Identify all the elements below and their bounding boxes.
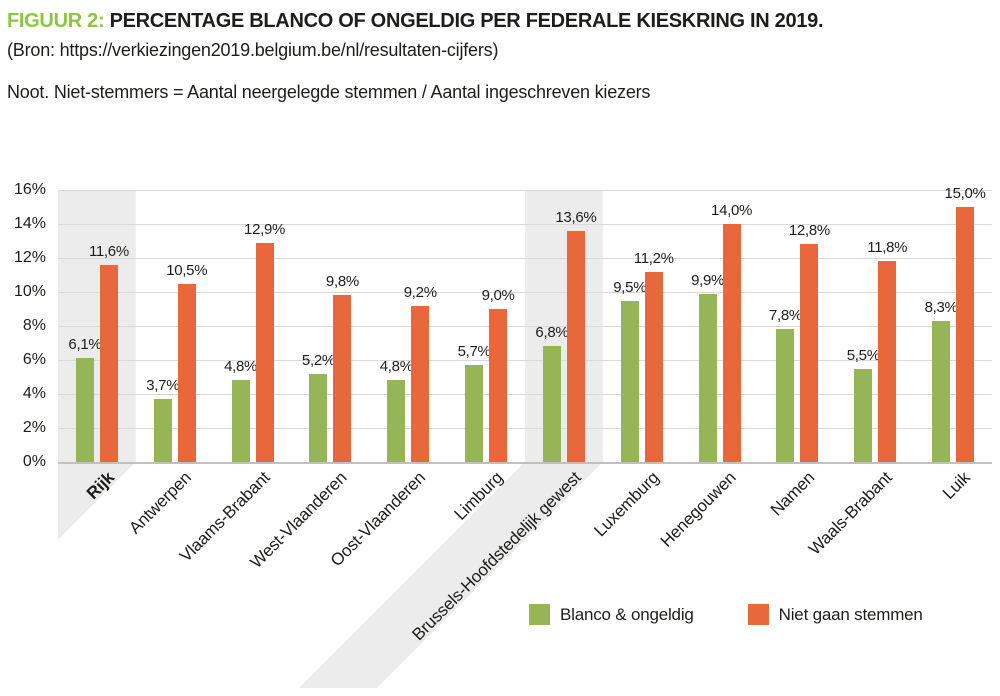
- bar-orange-2: [255, 242, 274, 462]
- bar-green-6: [542, 346, 561, 462]
- legend: Blanco & ongeldig Niet gaan stemmen: [529, 604, 923, 625]
- bar-orange-9: [800, 244, 819, 462]
- bar-orange-6: [566, 230, 585, 462]
- bar-green-10: [854, 368, 873, 462]
- bar-orange-7: [644, 271, 663, 462]
- bar-value-label: 11,8%: [867, 239, 908, 257]
- bar-orange-1: [177, 283, 196, 462]
- legend-item-niet-gaan-stemmen: Niet gaan stemmen: [747, 604, 923, 625]
- bar-green-0: [75, 358, 94, 462]
- x-category-label-11: Luik: [938, 468, 974, 503]
- x-category-label-7: Luxemburg: [589, 468, 663, 541]
- y-tick-label: 10%: [13, 283, 46, 300]
- y-tick-label: 0%: [22, 453, 46, 470]
- x-category-label-9: Namen: [766, 468, 818, 520]
- bar-value-label: 12,8%: [788, 222, 830, 240]
- figure-source: (Bron: https://verkiezingen2019.belgium.…: [7, 40, 499, 60]
- bar-value-label: 4,8%: [224, 358, 258, 376]
- bar-value-label: 6,8%: [535, 324, 569, 342]
- gridline: [58, 428, 992, 429]
- y-tick-label: 8%: [22, 317, 46, 334]
- gridline: [58, 190, 992, 191]
- bar-green-3: [309, 373, 328, 462]
- bar-value-label: 10,5%: [166, 261, 208, 279]
- bar-orange-3: [333, 295, 352, 462]
- bar-green-8: [698, 293, 717, 462]
- legend-label-niet-gaan-stemmen: Niet gaan stemmen: [778, 604, 923, 624]
- y-tick-label: 2%: [22, 419, 46, 436]
- figure-title-line: FIGUUR 2: PERCENTAGE BLANCO OF ONGELDIG …: [7, 10, 824, 33]
- bar-value-label: 11,6%: [88, 242, 129, 260]
- gridline: [58, 224, 992, 225]
- gridline: [58, 326, 992, 327]
- bar-value-label: 5,5%: [846, 346, 880, 364]
- gridline: [58, 360, 992, 361]
- legend-swatch-green: [529, 604, 550, 625]
- bar-value-label: 5,2%: [301, 351, 335, 369]
- x-category-label-8: Henegouwen: [657, 468, 741, 551]
- bar-value-label: 9,9%: [691, 271, 725, 289]
- figure-title: PERCENTAGE BLANCO OF ONGELDIG PER FEDERA…: [104, 10, 824, 32]
- y-tick-label: 16%: [13, 181, 46, 198]
- y-tick-label: 4%: [22, 385, 46, 402]
- x-axis-line: [58, 462, 992, 464]
- y-tick-label: 6%: [22, 351, 46, 368]
- bar-green-11: [932, 320, 951, 462]
- bar-green-9: [776, 329, 795, 462]
- bar-green-4: [387, 380, 406, 462]
- bar-orange-11: [956, 207, 975, 462]
- legend-swatch-orange: [747, 604, 769, 625]
- legend-label-blanco-ongeldig: Blanco & ongeldig: [560, 604, 694, 624]
- gridline: [58, 258, 992, 259]
- bar-value-label: 6,1%: [68, 336, 102, 354]
- bar-orange-10: [878, 261, 897, 462]
- bar-orange-5: [489, 309, 508, 462]
- bar-green-2: [231, 380, 250, 462]
- figure-note: Noot. Niet-stemmers = Aantal neergelegde…: [7, 82, 651, 102]
- bar-value-label: 9,5%: [613, 278, 647, 296]
- bar-value-label: 8,3%: [924, 298, 958, 316]
- gridline: [58, 292, 992, 293]
- bar-value-label: 15,0%: [944, 185, 986, 202]
- bar-value-label: 12,9%: [244, 220, 286, 238]
- legend-item-blanco-ongeldig: Blanco & ongeldig: [529, 604, 694, 625]
- figure-label: FIGUUR 2:: [7, 10, 105, 32]
- bar-orange-8: [722, 224, 741, 462]
- bar-green-7: [620, 300, 639, 462]
- y-tick-label: 12%: [13, 249, 46, 266]
- bar-value-label: 9,0%: [481, 287, 515, 304]
- bar-value-label: 7,8%: [768, 307, 802, 325]
- bar-value-label: 3,7%: [146, 377, 180, 395]
- bar-value-label: 13,6%: [555, 208, 597, 226]
- y-tick-label: 14%: [13, 215, 46, 232]
- bar-orange-0: [99, 264, 118, 462]
- bar-orange-4: [411, 305, 430, 462]
- x-category-label-1: Antwerpen: [125, 468, 196, 538]
- bar-green-1: [153, 399, 172, 462]
- gridline: [58, 394, 992, 395]
- bar-value-label: 14,0%: [711, 202, 753, 219]
- bar-green-5: [465, 365, 484, 462]
- bar-value-label: 4,8%: [379, 358, 413, 376]
- bar-value-label: 11,2%: [633, 249, 674, 267]
- bar-value-label: 9,8%: [325, 273, 359, 291]
- bar-value-label: 9,2%: [403, 283, 437, 301]
- bar-value-label: 5,7%: [457, 343, 491, 361]
